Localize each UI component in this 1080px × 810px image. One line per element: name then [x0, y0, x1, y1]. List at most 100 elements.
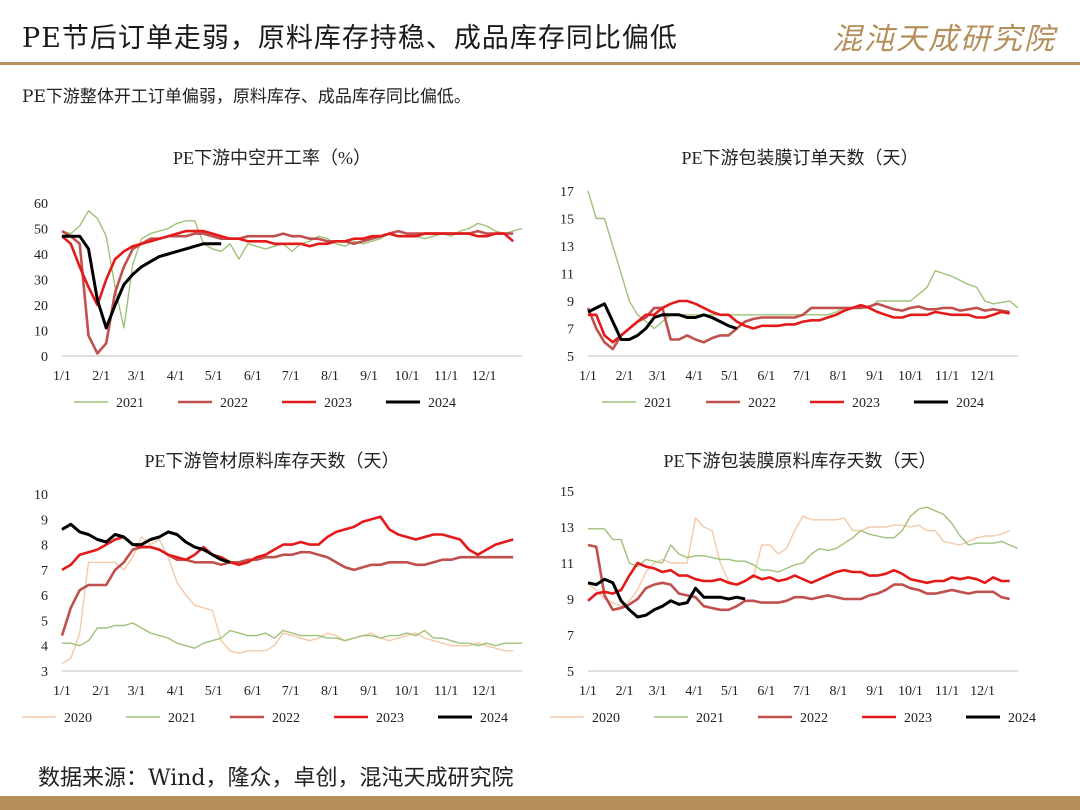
- x-tick-label: 12/1: [970, 369, 995, 384]
- page-title: PE节后订单走弱，原料库存持稳、成品库存同比偏低: [22, 23, 678, 54]
- series-line-2024: [62, 234, 222, 330]
- x-tick-label: 9/1: [360, 684, 378, 699]
- x-tick-label: 5/1: [205, 369, 223, 384]
- legend-label-2020: 2020: [592, 711, 620, 726]
- legend-label-2022: 2022: [800, 711, 828, 726]
- x-tick-label: 1/1: [579, 684, 597, 699]
- y-tick-label: 0: [41, 350, 48, 365]
- y-tick-label: 17: [560, 185, 574, 200]
- x-tick-label: 5/1: [205, 684, 223, 699]
- y-tick-label: 20: [34, 299, 48, 314]
- x-tick-label: 6/1: [244, 684, 262, 699]
- chart-2: PE下游包装膜订单天数（天） 5 7 9 11 13 15 17 1/1 2/1 3/1 4/1 5/1…: [560, 148, 1019, 411]
- series-line-2024: [587, 577, 746, 619]
- x-tick-label: 2/1: [616, 369, 634, 384]
- footer-bar: [0, 796, 1080, 810]
- x-tick-label: 12/1: [472, 369, 497, 384]
- x-tick-label: 12/1: [970, 684, 995, 699]
- y-tick-label: 9: [567, 593, 574, 608]
- y-tick-label: 11: [561, 557, 574, 572]
- y-tick-label: 6: [41, 589, 48, 604]
- legend-label-2024: 2024: [1008, 711, 1036, 726]
- legend-label-2022: 2022: [272, 711, 300, 726]
- y-tick-label: 9: [567, 295, 574, 310]
- chart-title: PE下游中空开工率（%）: [173, 148, 371, 168]
- series-line-2021: [61, 209, 523, 329]
- x-tick-label: 7/1: [282, 369, 300, 384]
- x-tick-label: 10/1: [898, 369, 923, 384]
- x-tick-label: 3/1: [128, 369, 146, 384]
- chart-title: PE下游管材原料库存天数（天）: [144, 451, 399, 471]
- x-tick-label: 3/1: [128, 684, 146, 699]
- legend-label-2021: 2021: [116, 396, 144, 411]
- charts-canvas: PE下游中空开工率（%） 0 10 20 30 40 50 60 1/1 2/1 3/1 4/1 5/1…: [22, 148, 1036, 726]
- x-tick-label: 11/1: [434, 684, 458, 699]
- legend-label-2023: 2023: [904, 711, 932, 726]
- chart-title: PE下游包装膜原料库存天数（天）: [663, 451, 936, 471]
- x-tick-label: 10/1: [395, 369, 420, 384]
- series-line-2024: [587, 302, 738, 341]
- legend-label-2024: 2024: [480, 711, 508, 726]
- series-line-2022: [587, 543, 1010, 612]
- y-tick-label: 7: [567, 629, 574, 644]
- x-tick-label: 8/1: [829, 369, 847, 384]
- y-tick-label: 5: [567, 350, 574, 365]
- x-tick-label: 7/1: [793, 369, 811, 384]
- header-divider: [0, 62, 1080, 65]
- x-tick-label: 6/1: [244, 369, 262, 384]
- x-tick-label: 5/1: [721, 369, 739, 384]
- x-tick-label: 2/1: [616, 684, 634, 699]
- y-tick-label: 60: [34, 197, 48, 212]
- y-tick-label: 5: [567, 665, 574, 680]
- x-tick-label: 4/1: [167, 369, 185, 384]
- series-line-2021: [588, 506, 1019, 573]
- x-tick-label: 7/1: [793, 684, 811, 699]
- y-tick-label: 11: [561, 268, 574, 283]
- chart-4: PE下游包装膜原料库存天数（天） 5 7 9 11 13 15 1/1 2/1 3/1 4/1 5/1…: [550, 451, 1036, 726]
- x-tick-label: 9/1: [360, 369, 378, 384]
- y-tick-label: 4: [41, 640, 48, 655]
- x-tick-label: 12/1: [472, 684, 497, 699]
- legend-label-2021: 2021: [696, 711, 724, 726]
- x-tick-label: 4/1: [685, 684, 703, 699]
- x-tick-label: 11/1: [434, 369, 458, 384]
- x-tick-label: 9/1: [866, 369, 884, 384]
- series-line-2023: [588, 299, 1010, 344]
- y-tick-label: 40: [34, 248, 48, 263]
- brand-logo: 混沌天成研究院: [832, 22, 1056, 57]
- y-tick-label: 10: [34, 325, 48, 340]
- y-tick-label: 10: [34, 488, 48, 503]
- series-line-2023: [61, 229, 515, 307]
- page-subtitle: PE下游整体开工订单偏弱，原料库存、成品库存同比偏低。: [22, 87, 471, 107]
- y-tick-label: 8: [41, 539, 48, 554]
- x-tick-label: 3/1: [649, 684, 667, 699]
- x-tick-label: 11/1: [935, 369, 959, 384]
- chart-title: PE下游包装膜订单天数（天）: [681, 148, 918, 168]
- legend-label-2023: 2023: [852, 396, 880, 411]
- x-tick-label: 5/1: [721, 684, 739, 699]
- legend-label-2021: 2021: [168, 711, 196, 726]
- legend-label-2022: 2022: [748, 396, 776, 411]
- legend-label-2023: 2023: [376, 711, 404, 726]
- chart-1: PE下游中空开工率（%） 0 10 20 30 40 50 60 1/1 2/1 3/1 4/1 5/1…: [34, 148, 523, 411]
- x-tick-label: 7/1: [282, 684, 300, 699]
- series-line-2023: [587, 561, 1010, 602]
- y-tick-label: 15: [560, 213, 574, 228]
- x-tick-label: 11/1: [935, 684, 959, 699]
- series-line-2022: [60, 545, 514, 636]
- y-tick-label: 5: [41, 614, 48, 629]
- x-tick-label: 1/1: [53, 369, 71, 384]
- x-tick-label: 10/1: [898, 684, 923, 699]
- x-tick-label: 4/1: [167, 684, 185, 699]
- x-tick-label: 6/1: [757, 369, 775, 384]
- chart-3: PE下游管材原料库存天数（天） 3 4 5 6 7 8 9 10 1/1 2/1 3/1 4/1 5/1 6…: [22, 451, 522, 726]
- y-tick-label: 30: [34, 274, 48, 289]
- x-tick-label: 1/1: [579, 369, 597, 384]
- legend-label-2020: 2020: [64, 711, 92, 726]
- x-tick-label: 2/1: [92, 369, 110, 384]
- legend-label-2023: 2023: [324, 396, 352, 411]
- x-tick-label: 6/1: [757, 684, 775, 699]
- series-line-2021: [62, 622, 522, 649]
- x-tick-label: 2/1: [92, 684, 110, 699]
- x-tick-label: 8/1: [321, 684, 339, 699]
